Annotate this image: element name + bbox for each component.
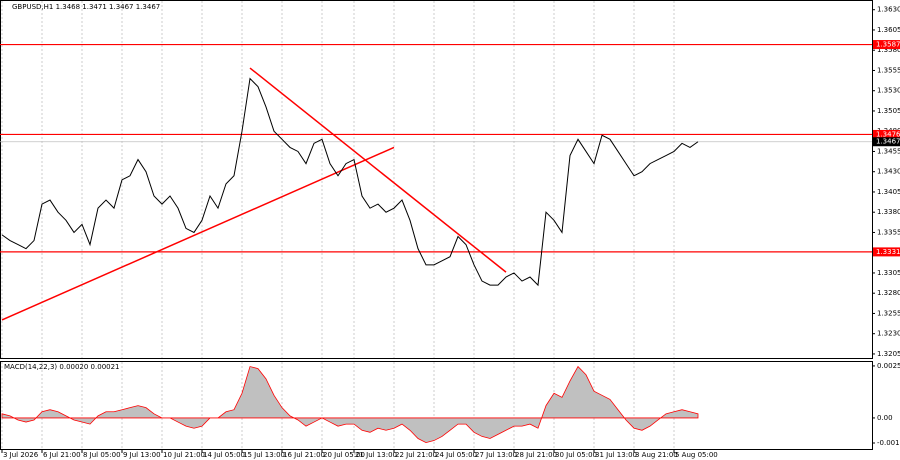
- y-tick-label: 0.00253: [877, 362, 900, 370]
- y-tick-label: 1.3255: [877, 309, 900, 317]
- y-tick-label: 1.3605: [877, 26, 900, 34]
- y-tick-label: 1.3305: [877, 269, 900, 277]
- chart-title: GBPUSD,H1 1.3468 1.3471 1.3467 1.3467: [12, 3, 160, 11]
- y-tick-label: 1.3555: [877, 66, 900, 74]
- price-panel: [0, 0, 873, 359]
- macd-histogram: [1, 365, 699, 444]
- x-tick-label: 5 Aug 05:00: [675, 451, 718, 459]
- y-tick-label: 1.3630: [877, 6, 900, 14]
- y-tick-label: 0.00: [877, 414, 893, 422]
- level-label-box: [873, 247, 900, 257]
- y-tick-label: 1.3455: [877, 147, 900, 155]
- y-tick-label: 1.3230: [877, 330, 900, 338]
- y-tick-label: 1.3430: [877, 168, 900, 176]
- y-tick-label: 1.3355: [877, 228, 900, 236]
- level-label: 1.3331: [876, 248, 900, 256]
- x-tick-label: 15 Jul 13:00: [243, 451, 285, 459]
- level-label-box: [873, 40, 900, 50]
- level-label-box: [873, 129, 900, 139]
- x-tick-label: 24 Jul 05:00: [435, 451, 477, 459]
- x-tick-label: 3 Aug 21:00: [635, 451, 678, 459]
- y-tick-label: 1.3205: [877, 350, 900, 358]
- y-tick-label: 1.3280: [877, 289, 900, 297]
- trend-line: [249, 67, 507, 273]
- x-tick-label: 20 Jul 05:00: [323, 451, 365, 459]
- macd-panel: [0, 361, 873, 450]
- x-tick-label: 3 Jul 2026: [3, 451, 39, 459]
- y-tick-label: 1.3580: [877, 46, 900, 54]
- x-tick-label: 9 Jul 13:00: [123, 451, 161, 459]
- y-tick-label: -0.00122: [877, 439, 900, 447]
- x-tick-label: 14 Jul 05:00: [203, 451, 245, 459]
- y-tick-label: 1.3505: [877, 107, 900, 115]
- x-tick-label: 30 Jul 05:00: [555, 451, 597, 459]
- x-tick-label: 27 Jul 13:00: [475, 451, 517, 459]
- x-tick-label: 10 Jul 21:00: [163, 451, 205, 459]
- macd-title: MACD(14,22,3) 0.00020 0.00021: [4, 363, 120, 371]
- y-tick-label: 1.3380: [877, 208, 900, 216]
- x-tick-label: 21 Jul 13:00: [355, 451, 397, 459]
- level-label: 1.3476: [876, 130, 900, 138]
- x-tick-label: 28 Jul 21:00: [515, 451, 557, 459]
- level-label: 1.3587: [876, 41, 900, 49]
- x-tick-label: 22 Jul 21:00: [395, 451, 437, 459]
- y-tick-label: 1.3405: [877, 188, 900, 196]
- x-tick-label: 31 Jul 13:00: [595, 451, 637, 459]
- price-line: [1, 77, 699, 287]
- x-tick-label: 16 Jul 21:00: [283, 451, 325, 459]
- x-tick-label: 6 Jul 21:00: [43, 451, 81, 459]
- last-price-label: 1.3467: [876, 138, 900, 146]
- last-price-box: [873, 137, 900, 147]
- trend-line: [1, 146, 395, 321]
- x-tick-label: 8 Jul 05:00: [83, 451, 121, 459]
- y-tick-label: 1.3530: [877, 87, 900, 95]
